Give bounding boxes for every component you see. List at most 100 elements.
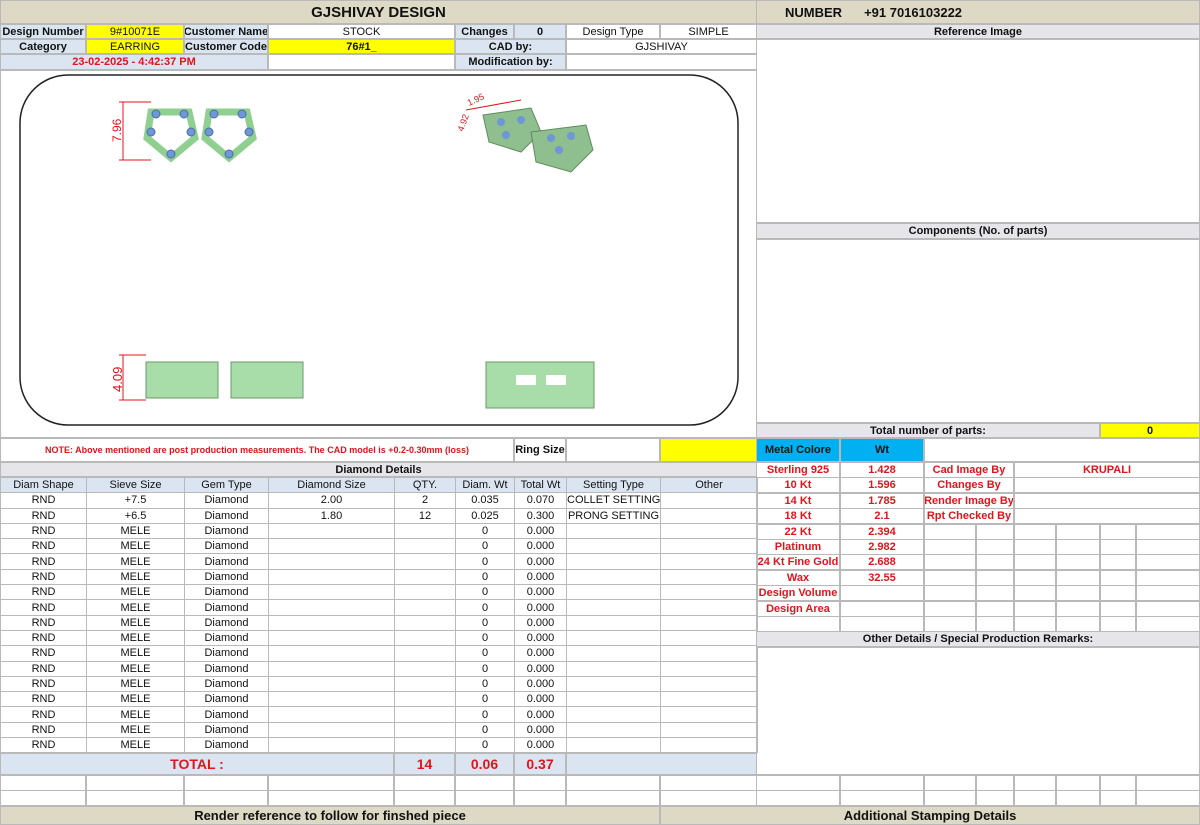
cell-qty — [394, 706, 456, 723]
blank-cell — [514, 775, 566, 791]
blank-cell — [1136, 554, 1200, 571]
wt-header: Wt — [840, 438, 924, 462]
cell-diam-wt: 0 — [455, 614, 515, 631]
cell-sieve-size: MELE — [86, 584, 185, 601]
design-type-label: Design Type — [566, 24, 660, 39]
earring-iso-view: 4.92 1.95 — [455, 91, 594, 173]
cell-other — [660, 614, 758, 631]
diamond-row: RND MELE Diamond 0 0.000 — [0, 645, 758, 662]
cell-total-wt: 0.000 — [514, 691, 567, 708]
components-label: Components (No. of parts) — [756, 223, 1200, 239]
metal-name: 14 Kt — [756, 492, 840, 509]
blank-cell — [840, 790, 924, 806]
cell-diam-shape: RND — [0, 737, 87, 754]
metal-weight: 2.394 — [840, 523, 924, 540]
cell-diam-shape: RND — [0, 614, 87, 631]
cell-qty — [394, 660, 456, 677]
metal-weight: 2.1 — [840, 508, 924, 525]
cell-sieve-size: MELE — [86, 614, 185, 631]
cell-qty — [394, 553, 456, 570]
blank-cell — [976, 790, 1014, 806]
modification-by-label: Modification by: — [455, 54, 566, 70]
metal-name: 24 Kt Fine Gold — [756, 554, 840, 571]
cell-diam-wt: 0.035 — [455, 492, 515, 509]
cell-other — [660, 721, 758, 739]
blank-cell — [1014, 790, 1056, 806]
diamond-row: RND MELE Diamond 0 0.000 — [0, 660, 758, 677]
blank-cell — [268, 54, 455, 70]
cell-qty — [394, 691, 456, 708]
credit-label: Rpt Checked By — [924, 508, 1014, 525]
blank-cell — [1014, 523, 1056, 540]
cell-diam-wt: 0 — [455, 553, 515, 570]
contact-number: NUMBER +91 7016103222 — [756, 0, 1200, 24]
cell-diam-shape: RND — [0, 691, 87, 708]
credit-value — [1014, 508, 1200, 525]
blank-cell — [86, 790, 184, 806]
cell-total-wt: 0.000 — [514, 614, 567, 631]
cell-total-wt: 0.000 — [514, 629, 567, 647]
reference-image-area — [756, 39, 1200, 223]
cad-by-value: GJSHIVAY — [566, 39, 757, 54]
cell-sieve-size: MELE — [86, 645, 185, 662]
column-header-diam-wt: Diam. Wt — [455, 476, 515, 494]
blank-cell — [924, 523, 976, 540]
blank-cell — [1014, 585, 1056, 602]
cell-other — [660, 522, 758, 540]
diamond-row: RND MELE Diamond 0 0.000 — [0, 691, 758, 708]
blank-cell — [924, 600, 976, 617]
diamond-row: RND MELE Diamond 0 0.000 — [0, 568, 758, 586]
metal-name: Platinum — [756, 539, 840, 555]
customer-name-label: Customer Name — [184, 24, 268, 39]
blank-cell — [976, 539, 1014, 555]
diamond-row: RND MELE Diamond 0 0.000 — [0, 584, 758, 601]
cell-gem-type: Diamond — [184, 522, 269, 540]
diamond-row: RND MELE Diamond 0 0.000 — [0, 675, 758, 693]
cell-gem-type: Diamond — [184, 675, 269, 693]
cell-other — [660, 737, 758, 754]
blank-cell — [1136, 600, 1200, 617]
diamond-row: RND MELE Diamond 0 0.000 — [0, 522, 758, 540]
metal-name: Sterling 925 — [756, 462, 840, 478]
cell-gem-type: Diamond — [184, 507, 269, 524]
dim-top-height: 7.96 — [110, 118, 124, 142]
cell-total-wt: 0.000 — [514, 706, 567, 723]
cell-diam-wt: 0 — [455, 584, 515, 601]
cell-diamond-size — [268, 553, 395, 570]
cell-diam-shape: RND — [0, 645, 87, 662]
blank-cell — [394, 790, 455, 806]
cell-diamond-size — [268, 737, 395, 754]
blank-cell — [756, 790, 840, 806]
cell-sieve-size: MELE — [86, 721, 185, 739]
metal-name: Design Area — [756, 600, 840, 617]
cell-diam-shape: RND — [0, 522, 87, 540]
blank-cell — [924, 775, 976, 791]
design-type-value: SIMPLE — [660, 24, 757, 39]
cell-diamond-size — [268, 721, 395, 739]
blank-cell — [1100, 790, 1136, 806]
cell-qty — [394, 629, 456, 647]
blank-cell — [1136, 790, 1200, 806]
diamond-row: RND +7.5 Diamond 2.00 2 0.035 0.070 COLLET SETT… — [0, 492, 758, 509]
metal-weight: 32.55 — [840, 569, 924, 586]
cell-diam-wt: 0 — [455, 721, 515, 739]
blank-cell — [1136, 616, 1200, 632]
blank-cell — [1056, 790, 1100, 806]
metal-name — [756, 616, 840, 632]
cell-setting-type — [566, 706, 661, 723]
cell-other — [660, 645, 758, 662]
blank-cell — [840, 775, 924, 791]
blank-cell — [924, 616, 976, 632]
cell-sieve-size: MELE — [86, 675, 185, 693]
cell-diam-shape: RND — [0, 553, 87, 570]
metal-weight — [840, 600, 924, 617]
metal-name: Design Volume — [756, 585, 840, 602]
blank-cell — [184, 790, 268, 806]
cell-qty — [394, 599, 456, 616]
blank-cell — [924, 554, 976, 571]
cell-gem-type: Diamond — [184, 538, 269, 555]
blank-cell — [924, 585, 976, 602]
cell-other — [660, 691, 758, 708]
cell-other — [660, 660, 758, 677]
cell-qty — [394, 721, 456, 739]
